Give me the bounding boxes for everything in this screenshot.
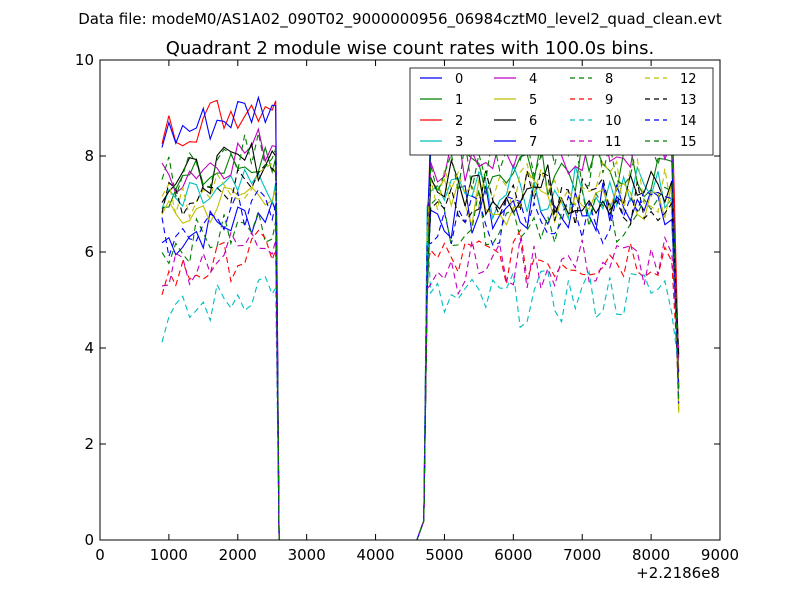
x-tick-label: 1000 xyxy=(150,546,188,564)
legend-label-0: 0 xyxy=(455,72,463,87)
legend-label-8: 8 xyxy=(605,72,613,87)
y-tick-label: 0 xyxy=(84,531,94,549)
legend-label-11: 11 xyxy=(605,135,622,150)
x-tick-label: 5000 xyxy=(425,546,463,564)
legend-label-13: 13 xyxy=(680,93,697,108)
legend-label-3: 3 xyxy=(455,135,463,150)
legend-label-12: 12 xyxy=(680,72,697,87)
x-tick-label: 6000 xyxy=(494,546,532,564)
legend-label-9: 9 xyxy=(605,93,613,108)
legend-label-14: 14 xyxy=(680,114,697,129)
series-line-9 xyxy=(161,228,680,541)
y-tick-label: 4 xyxy=(84,339,94,357)
y-tick-label: 8 xyxy=(84,147,94,165)
x-tick-label: 2000 xyxy=(219,546,257,564)
legend-label-1: 1 xyxy=(455,93,463,108)
x-tick-label: 7000 xyxy=(563,546,601,564)
legend-label-10: 10 xyxy=(605,114,622,129)
legend-label-6: 6 xyxy=(529,114,537,129)
x-tick-label: 9000 xyxy=(701,546,739,564)
x-tick-label: 8000 xyxy=(632,546,670,564)
legend-label-7: 7 xyxy=(529,135,537,150)
y-tick-label: 2 xyxy=(84,435,94,453)
x-tick-label: 4000 xyxy=(356,546,394,564)
legend-label-15: 15 xyxy=(680,135,697,150)
figure-suptitle: Data file: modeM0/AS1A02_090T02_90000009… xyxy=(78,10,722,29)
x-tick-label: 0 xyxy=(95,546,105,564)
y-tick-label: 10 xyxy=(75,51,94,69)
legend-label-5: 5 xyxy=(529,93,537,108)
x-offset-label: +2.2186e8 xyxy=(636,564,720,582)
axis-ticks: 0 1000 2000 3000 4000 5000 6000 7000 8000 9000 0 2 4… xyxy=(75,51,739,564)
x-tick-label: 3000 xyxy=(288,546,326,564)
chart-title: Quadrant 2 module wise count rates with … xyxy=(166,38,655,59)
plot-area xyxy=(161,94,680,541)
legend-label-2: 2 xyxy=(455,114,463,129)
series-line-15 xyxy=(161,131,680,541)
legend-label-4: 4 xyxy=(529,72,537,87)
legend-box xyxy=(409,67,714,156)
y-tick-label: 6 xyxy=(84,243,94,261)
axes-frame xyxy=(99,59,721,541)
